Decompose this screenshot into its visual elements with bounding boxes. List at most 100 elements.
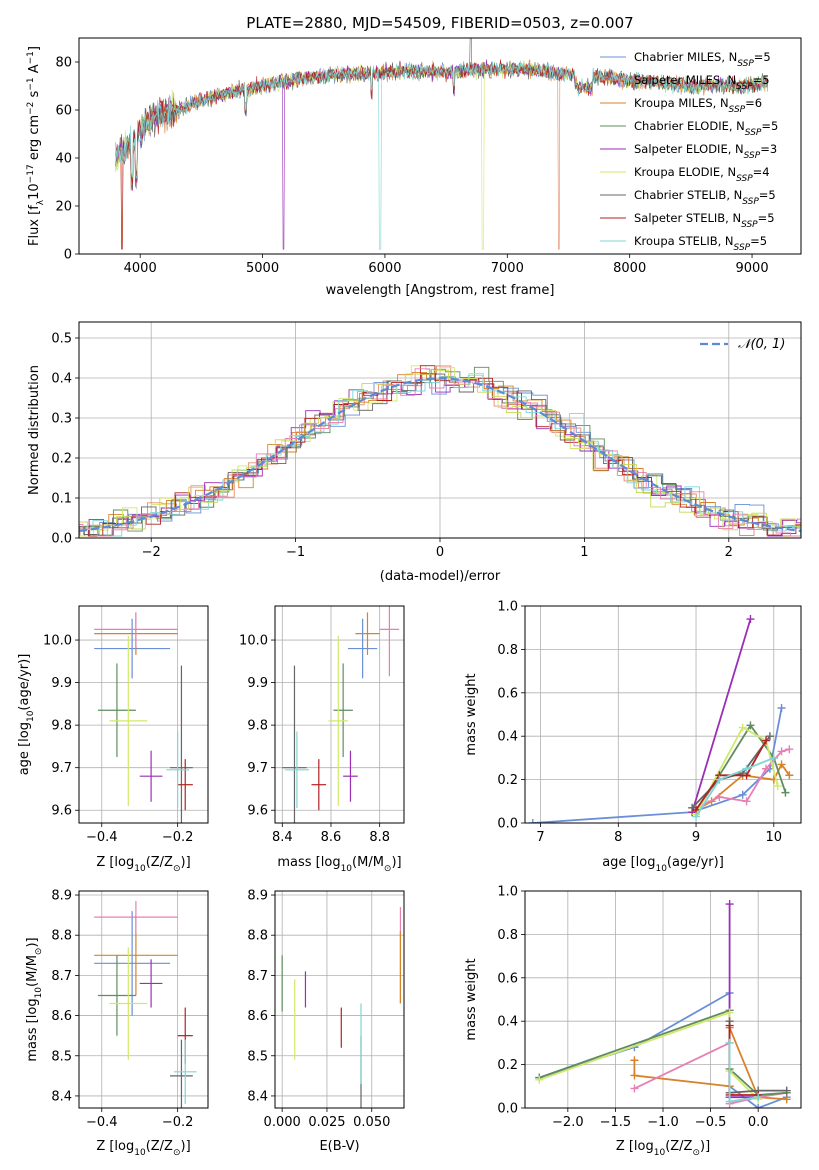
age-mass-ytick-label: 9.6: [247, 804, 268, 819]
weight-marker: [742, 797, 751, 806]
weight-z-ylabel: mass weight: [464, 958, 479, 1040]
weight-marker: [777, 703, 786, 712]
mass-ebv-ytick-label: 8.8: [247, 929, 268, 944]
residual-histogram: [79, 369, 801, 531]
weight-marker: [725, 1008, 734, 1017]
mass-z-axes: [78, 890, 209, 1109]
weight-marker: [782, 1086, 791, 1095]
weight-series: [695, 726, 779, 815]
mass-z-xtick-label: −0.2: [162, 1115, 194, 1130]
age-mass-ytick-label: 10.0: [239, 634, 268, 649]
panel-xlabel: Z [log10(Z/Z⊙)]: [96, 855, 190, 874]
weight-series: [691, 735, 771, 809]
age-z-ytick-label: 10.0: [43, 634, 72, 649]
panel-xlabel: mass [log10(M/M⊙)]: [277, 855, 401, 874]
weight-age-ylabel: mass weight: [464, 673, 479, 755]
weight-marker: [630, 1056, 639, 1065]
weight-age-axes: [524, 605, 802, 824]
spectrum-title: PLATE=2880, MJD=54509, FIBERID=0503, z=0…: [246, 14, 633, 32]
weight-marker: [692, 812, 701, 821]
weight-age-ytick-label: 0.6: [497, 686, 518, 701]
residual-xtick-label: 2: [725, 545, 733, 560]
weight-age-panel: 7 8 9 10 0.0 0.2 0.4 0.6 0.8 1.0 mass weight age [l…: [464, 600, 802, 874]
weight-marker: [725, 900, 734, 909]
weight-marker: [630, 1071, 639, 1080]
weight-series: [695, 757, 775, 817]
weight-age-ytick-label: 0.0: [497, 817, 518, 832]
spectrum-series: [115, 60, 768, 250]
weight-marker: [630, 1084, 639, 1093]
spectrum-xtick-label: 4000: [124, 261, 157, 276]
age-mass-axes: [274, 605, 405, 824]
weight-marker: [762, 764, 771, 773]
mass-ebv-xtick-label: 0.050: [353, 1115, 390, 1130]
spectrum-lines: [115, 38, 768, 250]
weight-marker: [765, 732, 774, 741]
weight-age-ytick-label: 0.2: [497, 773, 518, 788]
mass-z-ytick-label: 8.6: [51, 1009, 72, 1024]
weight-marker: [762, 736, 771, 745]
legend-entry: Salpeter STELIB, NSSP=5: [634, 211, 775, 230]
residual-ylabel: Normed distribution: [27, 365, 42, 495]
age-z-ytick-label: 9.8: [51, 719, 72, 734]
weight-series: [695, 740, 767, 811]
mass-z-panel: −0.4 −0.2 8.4 8.5 8.6 8.7 8.8 8.9 Z [log10(Z/Z⊙)…: [25, 889, 209, 1158]
residual-ytick-label: 0.2: [51, 452, 72, 467]
mass-ebv-ytick-label: 8.5: [247, 1049, 268, 1064]
weight-z-ytick-label: 0.4: [497, 1015, 518, 1030]
weight-age-xtick-label: 10: [766, 830, 783, 845]
age-z-panel: −0.4 −0.2 9.6 9.7 9.8 9.9 10.0 Z [log10(Z/Z⊙)] a…: [17, 605, 209, 874]
age-z-xtick-label: −0.2: [162, 830, 194, 845]
legend-entry: Kroupa STELIB, NSSP=5: [634, 234, 767, 253]
weight-z-xtick-label: 0.0: [748, 1115, 769, 1130]
weight-age-xlabel: age [log10(age/yr)]: [602, 855, 724, 874]
mass-z-ytick-label: 8.8: [51, 929, 72, 944]
weight-z-ytick-label: 0.0: [497, 1102, 518, 1117]
weight-z-xtick-label: −0.5: [695, 1115, 727, 1130]
age-z-xtick-label: −0.4: [86, 830, 118, 845]
weight-series: [691, 762, 791, 813]
weight-marker: [528, 819, 537, 823]
residual-xtick-label: 1: [580, 545, 588, 560]
residual-xlabel: (data-model)/error: [380, 569, 501, 584]
mass-z-ytick-label: 8.9: [51, 889, 72, 904]
mass-ebv-xtick-label: 0.000: [264, 1115, 301, 1130]
residual-xtick-label: −1: [286, 545, 305, 560]
age-mass-ytick-label: 9.9: [247, 676, 268, 691]
weight-z-ytick-label: 1.0: [497, 885, 518, 900]
weight-marker: [535, 1075, 544, 1084]
weight-z-axes: [524, 890, 802, 1109]
weight-marker: [742, 764, 751, 773]
weight-z-ytick-label: 0.2: [497, 1058, 518, 1073]
residual-histogram: [79, 365, 801, 537]
mass-z-ytick-label: 8.4: [51, 1089, 72, 1104]
mass-z-xtick-label: −0.4: [86, 1115, 118, 1130]
age-mass-ytick-label: 9.7: [247, 761, 268, 776]
residual-histogram: [79, 366, 801, 537]
age-z-ylabel: age [log10(age/yr)]: [17, 654, 36, 776]
spectrum-ytick-label: 60: [55, 104, 72, 119]
age-mass-xtick-label: 8.6: [321, 830, 342, 845]
weight-z-lines: [535, 900, 791, 1108]
residual-panel: −2 −1 0 1 2 0.0 0.1 0.2 0.3 0.4 0.5 (data-model)/er…: [27, 321, 802, 584]
residual-ytick-label: 0.1: [51, 492, 72, 507]
spectrum-xtick-label: 7000: [491, 261, 524, 276]
weight-z-xtick-label: −2.0: [552, 1115, 584, 1130]
residual-ytick-label: 0.5: [51, 332, 72, 347]
weight-marker: [738, 723, 747, 732]
mass-z-ytick-label: 8.7: [51, 969, 72, 984]
weight-age-lines: [528, 615, 794, 823]
legend-entry: Chabrier STELIB, NSSP=5: [634, 188, 776, 207]
normal-curve: [79, 377, 801, 533]
spectrum-ytick-label: 20: [55, 200, 72, 215]
weight-age-xtick-label: 7: [536, 830, 544, 845]
mass-ebv-xtick-label: 0.025: [308, 1115, 345, 1130]
weight-marker: [777, 747, 786, 756]
spectrum-ytick-label: 80: [55, 56, 72, 71]
residual-axes: [78, 321, 802, 539]
weight-z-xtick-label: −1.0: [647, 1115, 679, 1130]
age-z-ytick-label: 9.7: [51, 761, 72, 776]
mass-ebv-panel: 0.000 0.025 0.050 8.4 8.5 8.6 8.7 8.8 8.9 E(B-V): [247, 889, 405, 1154]
residual-xtick-label: 0: [436, 545, 444, 560]
